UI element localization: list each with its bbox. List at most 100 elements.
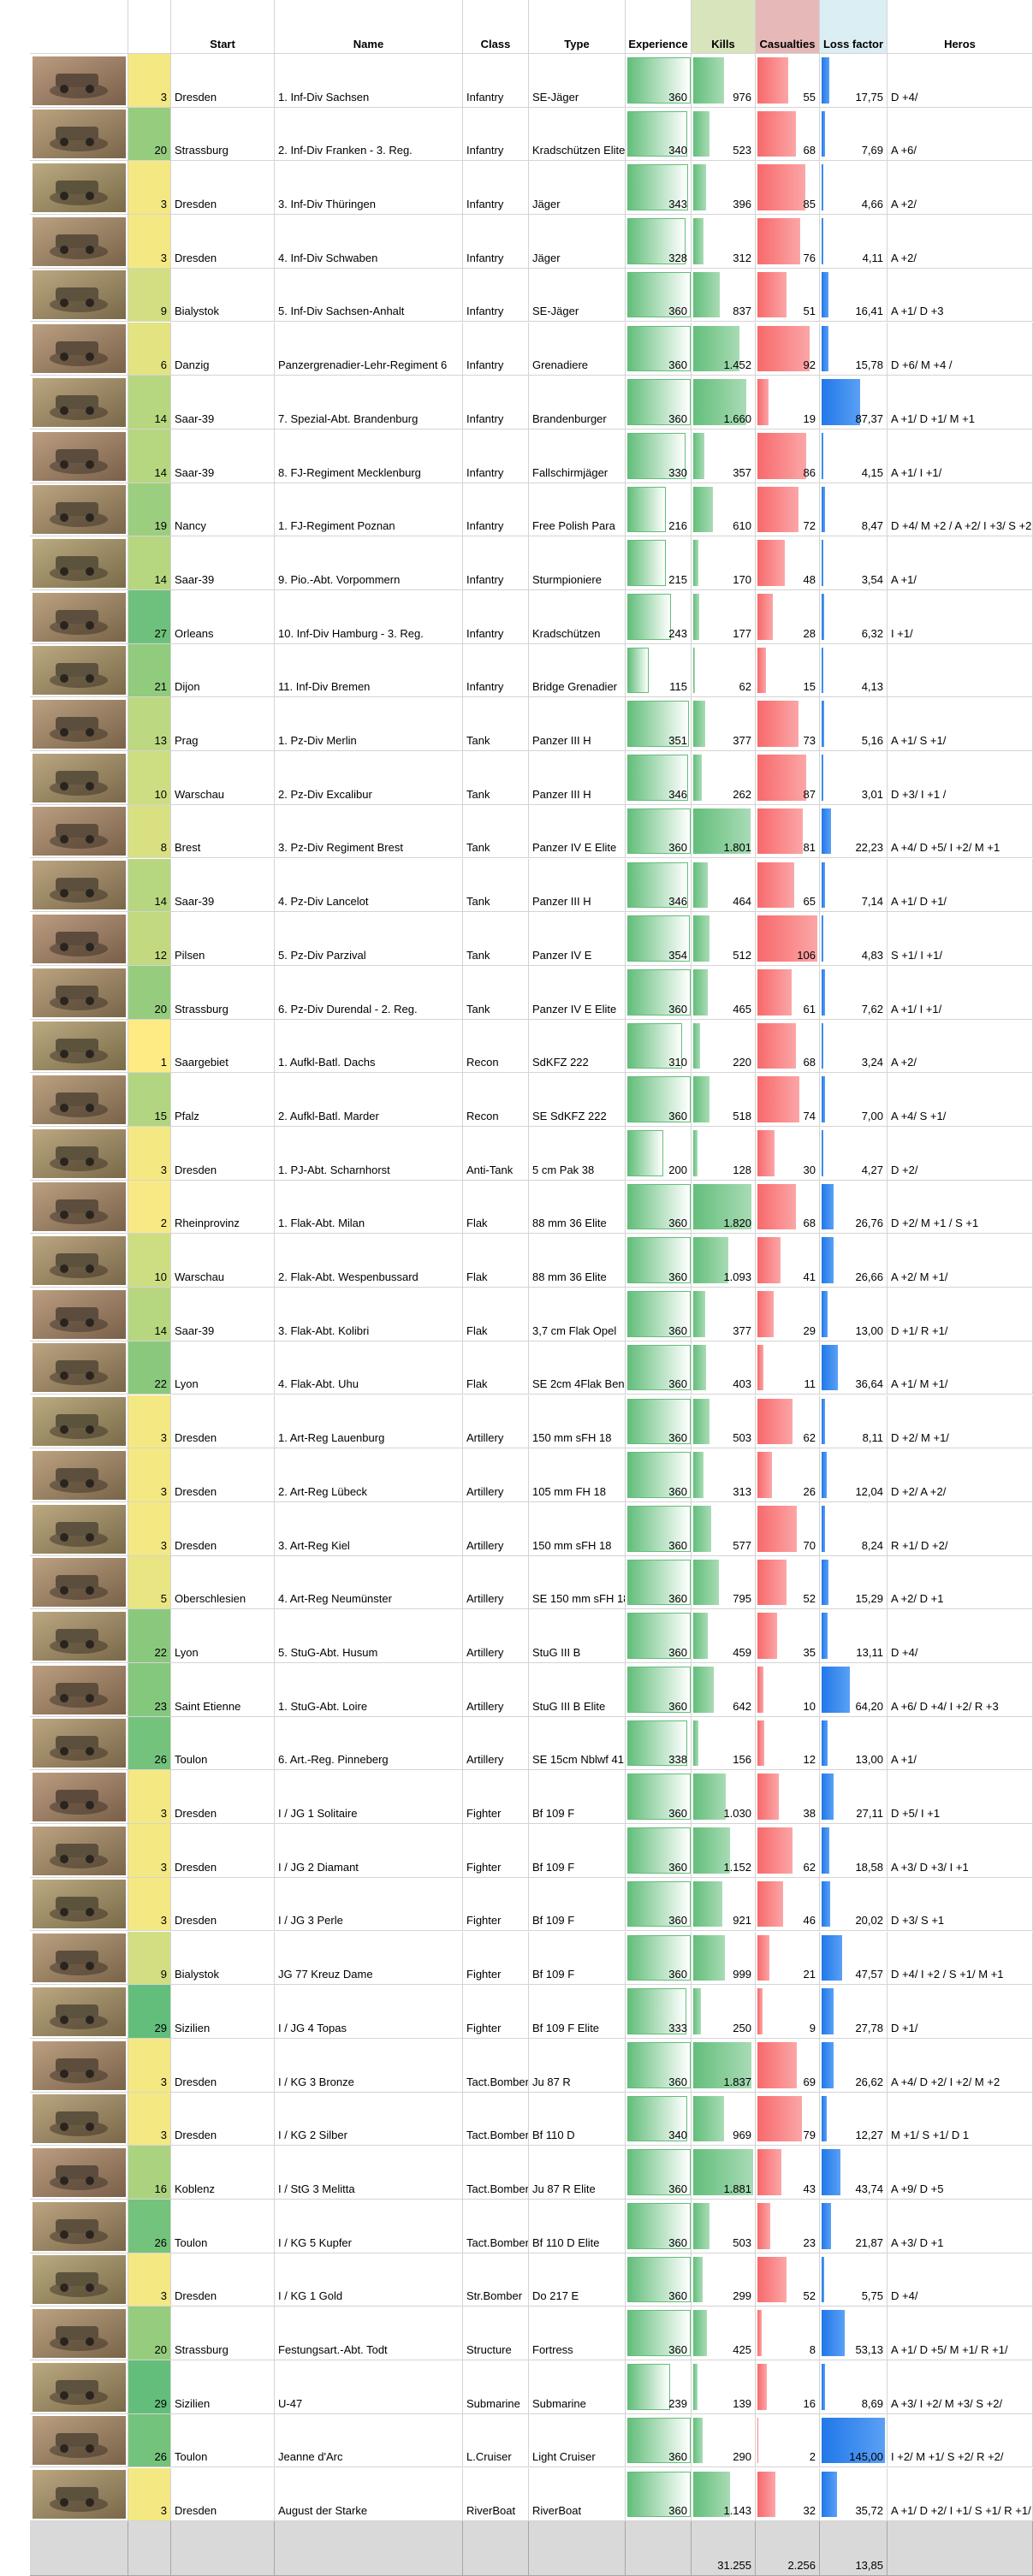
experience-bar: [627, 1452, 691, 1498]
kills-cell: 512: [692, 912, 756, 966]
level-cell: 8: [128, 804, 171, 859]
heros-cell: A +1/ I +1/: [888, 965, 1033, 1020]
cell-text: I +2/ M +1/ S +2/ R +2/: [891, 2450, 1004, 2464]
cell-text: 360: [668, 1807, 687, 1821]
cell-text: Anti-Tank: [466, 1163, 514, 1176]
unit-picture: [33, 163, 126, 213]
kills-bar: [693, 1667, 714, 1713]
type-cell: Do 217 E: [529, 2253, 626, 2307]
unit-picture: [33, 2255, 126, 2305]
cell-text: 9: [809, 2021, 816, 2034]
unit-picture: [33, 592, 126, 642]
kills-bar: [693, 1505, 712, 1552]
cell-text: Kills: [711, 38, 735, 50]
heros-cell: A +4/ S +1/: [888, 1073, 1033, 1127]
kills-cell: 1.452: [692, 322, 756, 376]
cell-text: 360: [668, 1324, 687, 1337]
name-cell: I / KG 3 Bronze: [275, 2038, 463, 2093]
cell-text: 12,27: [855, 2129, 883, 2142]
kills-bar: [693, 1291, 706, 1337]
cell-text: Strassburg: [175, 144, 229, 157]
experience-bar: [627, 2310, 691, 2357]
name-cell: JG 77 Kreuz Dame: [275, 1931, 463, 1986]
cell-text: Infantry: [466, 680, 504, 694]
cell-text: 5. Inf-Div Sachsen-Anhalt: [278, 305, 405, 318]
cell-text: Flak: [466, 1324, 488, 1337]
cell-text: 4,27: [861, 1163, 883, 1176]
cell-text: 338: [668, 1753, 687, 1767]
kills-cell: 464: [692, 858, 756, 913]
cell-text: Oberschlesien: [175, 1592, 246, 1606]
loss-bar: [822, 1988, 834, 2034]
loss-cell: 12,04: [820, 1448, 888, 1502]
cell-text: 1. PJ-Abt. Scharnhorst: [278, 1163, 390, 1176]
casualties-cell: 106: [756, 912, 820, 966]
name-cell: 6. Art.-Reg. Pinneberg: [275, 1716, 463, 1771]
loss-cell: 26,76: [820, 1180, 888, 1235]
cell-text: 360: [668, 2235, 687, 2249]
level-cell: 6: [128, 322, 171, 376]
casualties-bar: [757, 2417, 759, 2464]
cell-text: 360: [668, 1217, 687, 1230]
loss-cell: 13,00: [820, 1716, 888, 1771]
kills-bar: [693, 2310, 707, 2357]
cell-text: D +5/ I +1: [891, 1807, 941, 1821]
cell-text: 62: [803, 1431, 816, 1445]
casualties-cell: 62: [756, 1824, 820, 1878]
experience-cell: 360: [626, 1501, 692, 1556]
unit-picture: [33, 2094, 126, 2144]
cell-text: I / JG 2 Diamant: [278, 1860, 359, 1874]
type-cell: Ju 87 R Elite: [529, 2146, 626, 2200]
unit-picture: [33, 700, 126, 749]
heros-cell: A +1/: [888, 1716, 1033, 1771]
casualties-bar: [757, 2095, 803, 2142]
casualties-cell: 23: [756, 2200, 820, 2253]
cell-text: Kradschützen Elite: [532, 144, 626, 157]
name-cell: I / JG 1 Solitaire: [275, 1770, 463, 1825]
cell-text: 360: [668, 2289, 687, 2303]
casualties-cell: 76: [756, 215, 820, 269]
loss-bar: [822, 1398, 826, 1445]
name-cell: 4. Pz-Div Lancelot: [275, 858, 463, 913]
type-cell: Panzer III H: [529, 858, 626, 913]
class-cell: Flak: [463, 1288, 529, 1341]
cell-text: 3: [160, 1538, 167, 1552]
cell-text: Tank: [466, 734, 490, 748]
cell-text: 15: [154, 1109, 167, 1122]
level-cell: 20: [128, 965, 171, 1020]
casualties-cell: 15: [756, 643, 820, 698]
type-cell: 88 mm 36 Elite: [529, 1234, 626, 1288]
cell-text: StuG III B: [532, 1645, 581, 1659]
start-cell: Prag: [171, 697, 275, 752]
casualties-bar: [757, 701, 799, 748]
cell-text: A +1/ S +1/: [891, 734, 947, 748]
cell-text: Sizilien: [175, 2396, 211, 2410]
loss-cell: 4,83: [820, 912, 888, 966]
cell-text: 3: [160, 1807, 167, 1821]
type-cell: SE SdKFZ 222: [529, 1073, 626, 1127]
cell-text: 340: [668, 2129, 687, 2142]
cell-text: A +1/ D +3: [891, 305, 944, 318]
cell-text: A +1/ D +1/ M +1: [891, 412, 975, 425]
cell-text: 20,02: [855, 1914, 883, 1928]
class-cell: Fighter: [463, 1985, 529, 2039]
header-cell: Experience: [626, 0, 692, 54]
casualties-cell: 43: [756, 2146, 820, 2200]
kills-cell: 357: [692, 429, 756, 483]
start-cell: Pilsen: [171, 912, 275, 966]
cell-text: Saar-39: [175, 895, 215, 909]
cell-text: 14: [154, 412, 167, 425]
cell-text: 3: [160, 251, 167, 264]
experience-bar: [627, 594, 671, 640]
cell-text: Infantry: [466, 251, 504, 264]
experience-bar: [627, 110, 687, 157]
casualties-bar: [757, 2256, 787, 2303]
cell-text: 19: [154, 519, 167, 533]
cell-text: StuG III B Elite: [532, 1699, 606, 1713]
level-cell: 23: [128, 1663, 171, 1717]
cell-text: 13,11: [856, 1645, 883, 1659]
loss-bar: [822, 2310, 846, 2357]
class-cell: Anti-Tank: [463, 1127, 529, 1181]
casualties-cell: 79: [756, 2092, 820, 2147]
name-cell: 1. Flak-Abt. Milan: [275, 1180, 463, 1235]
